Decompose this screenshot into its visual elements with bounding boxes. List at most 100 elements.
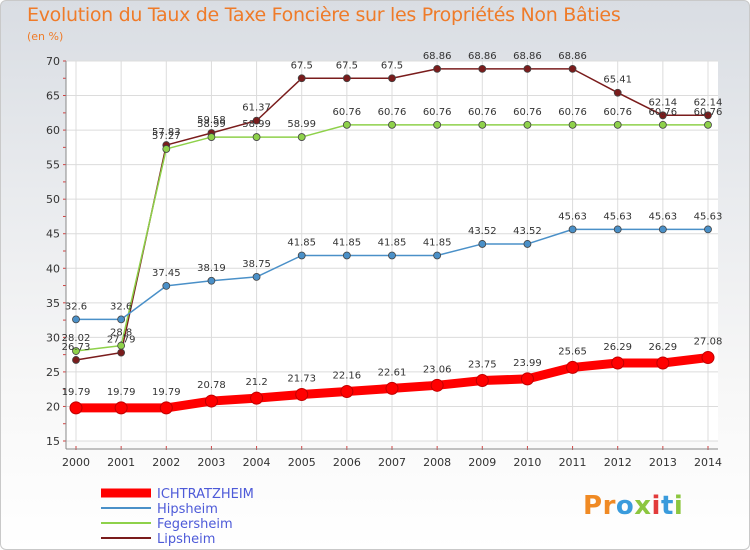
x-tick-label: 2009 [468,456,496,469]
data-point [72,356,80,364]
logo-letter: P [583,491,603,521]
data-point [704,120,712,129]
x-tick-label: 2013 [649,456,677,469]
data-point [478,240,487,248]
legend-label: Lipsheim [157,532,215,547]
x-tick-label: 2012 [604,456,632,469]
x-tick-label: 2003 [197,456,225,469]
y-tick-label: 15 [46,435,60,448]
data-label: 19.79 [62,387,91,398]
data-point [388,74,396,83]
data-point [297,251,306,260]
data-label: 41.85 [423,237,452,248]
data-label: 22.16 [333,371,362,382]
logo-letter: o [615,491,635,521]
data-label: 20.78 [197,380,226,391]
data-label: 41.85 [287,237,316,248]
data-label: 45.63 [603,211,632,222]
data-point [342,120,351,129]
data-label: 28.8 [110,328,132,339]
data-label: 60.76 [649,107,678,118]
data-point [72,315,80,324]
data-point [252,116,261,125]
data-label: 60.76 [333,107,362,118]
x-tick-label: 2000 [62,456,90,469]
y-tick-label: 30 [46,331,60,344]
data-label: 37.45 [152,268,181,279]
chart-title: Evolution du Taux de Taxe Foncière sur l… [27,4,621,26]
data-label: 67.5 [381,60,403,71]
data-point [207,133,216,141]
x-tick-label: 2014 [694,456,722,469]
data-label: 23.75 [468,360,497,371]
data-label: 21.2 [245,377,267,388]
data-point [342,74,351,83]
y-tick-label: 45 [46,228,60,241]
logo-letter: r [602,491,616,521]
data-label: 26.29 [649,342,678,353]
data-point [613,88,622,97]
data-point [475,374,489,388]
x-tick-label: 2004 [243,456,271,469]
data-label: 45.63 [649,211,678,222]
data-point [69,401,83,415]
data-label: 68.86 [513,51,542,62]
data-label: 67.5 [291,60,313,71]
data-label: 60.76 [558,107,587,118]
y-tick-label: 60 [46,124,60,137]
data-label: 65.41 [603,75,632,86]
data-point [658,120,667,129]
y-tick-label: 35 [46,297,60,310]
data-point [658,225,667,234]
data-label: 38.19 [197,263,226,274]
y-tick-label: 20 [46,400,60,413]
data-label: 68.86 [423,51,452,62]
data-point [114,401,128,415]
data-label: 68.86 [558,51,587,62]
y-tick-label: 40 [46,262,60,275]
data-point [568,225,577,234]
data-point [297,74,306,83]
data-point [117,341,126,350]
data-label: 58.99 [197,119,226,130]
data-point [252,273,261,281]
data-label: 23.06 [423,364,452,375]
x-tick-label: 2007 [378,456,406,469]
data-label: 60.76 [423,107,452,118]
legend-label: Hipsheim [157,502,218,517]
data-point [658,111,667,120]
data-point [204,394,218,408]
data-point [252,133,261,141]
data-point [611,356,625,370]
data-label: 23.99 [513,358,542,369]
data-point [478,64,487,73]
y-tick-label: 50 [46,193,60,206]
data-point [568,120,577,129]
data-label: 27.08 [694,337,723,348]
logo-letter: i [651,491,661,521]
data-label: 62.14 [649,97,678,108]
data-label: 62.14 [694,97,723,108]
data-label: 41.85 [333,237,362,248]
data-label: 45.63 [694,211,723,222]
data-point [704,111,712,120]
data-point [478,120,487,129]
x-tick-label: 2010 [513,456,541,469]
x-tick-label: 2008 [423,456,451,469]
data-point [340,385,354,399]
data-label: 68.86 [468,51,497,62]
data-point [613,120,622,129]
data-point [295,388,309,402]
data-point [159,401,173,415]
data-label: 45.63 [558,211,587,222]
data-point [117,315,126,324]
logo-letter: t [660,491,674,521]
data-point [388,120,396,129]
data-point [385,381,399,395]
data-label: 22.61 [378,367,407,378]
data-point [162,145,171,153]
logo-letter: x [634,491,652,521]
data-label: 43.52 [513,226,542,237]
